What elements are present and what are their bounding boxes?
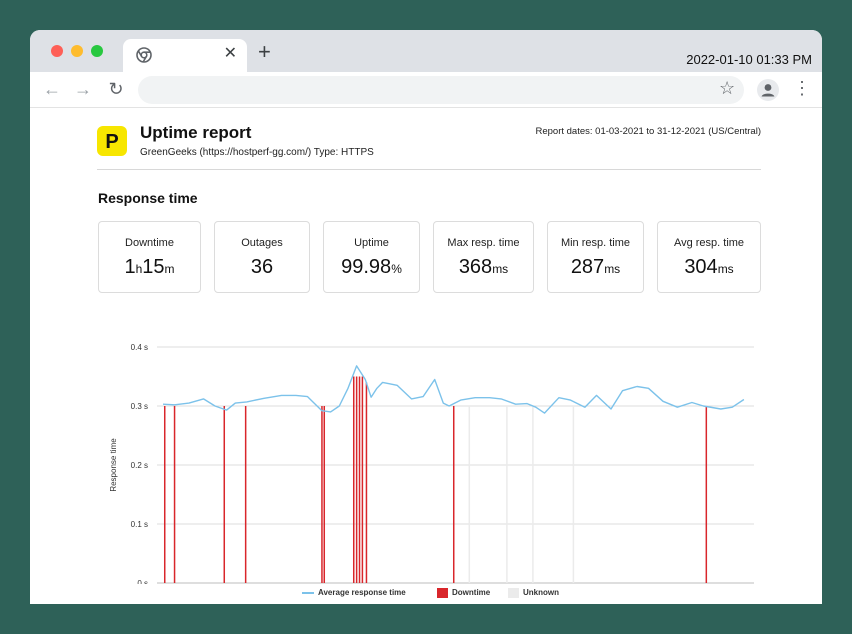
back-arrow-icon[interactable]: ← [43, 79, 61, 99]
brand-logo: P [97, 126, 127, 156]
clock: 2022-01-10 01:33 PM [686, 52, 812, 67]
metric-number: 1 [124, 256, 136, 278]
downtime-bar [321, 406, 323, 583]
metric-label: Avg resp. time [673, 237, 745, 249]
metric-card: Outages 36 [214, 221, 310, 293]
downtime-bar [361, 376, 364, 583]
report-page: P Uptime report GreenGeeks (https://host… [30, 109, 822, 604]
metric-number: 287 [570, 256, 605, 278]
browser-tab[interactable]: ✕ [123, 39, 247, 72]
y-tick-label: 0.4 s [131, 343, 148, 352]
metric-card: Uptime 99.98% [323, 221, 420, 293]
downtime-bar [452, 406, 455, 583]
chrome-icon [136, 47, 152, 63]
brand-logo-mark: P [105, 131, 118, 153]
menu-dots-icon[interactable]: ⋮ [793, 78, 811, 98]
metric-label: Downtime [125, 237, 174, 249]
y-tick-label: 0.1 s [131, 520, 148, 529]
metric-number: 368 [458, 256, 493, 278]
header-divider [97, 169, 761, 170]
downtime-bar [163, 406, 166, 583]
metric-unit: ms [717, 262, 734, 276]
metric-unit: % [391, 262, 402, 276]
metric-value: 36 [215, 256, 309, 279]
new-tab-button[interactable]: + [258, 39, 271, 64]
report-subtitle: GreenGeeks (https://hostperf-gg.com/) Ty… [140, 147, 374, 158]
bookmark-star-icon[interactable]: ☆ [719, 78, 736, 98]
metric-label: Outages [241, 237, 283, 249]
downtime-bar [352, 376, 355, 583]
metric-value: 304ms [658, 256, 760, 279]
maximize-window-button[interactable] [91, 45, 103, 57]
metric-value: 99.98% [324, 256, 419, 279]
close-tab-icon[interactable]: ✕ [223, 45, 237, 62]
tab-bar: ✕ + 2022-01-10 01:33 PM [30, 30, 822, 72]
downtime-bar [358, 376, 361, 583]
browser-toolbar: ← → ↻ ☆ ⋮ [30, 72, 822, 108]
y-axis-label: Response time [109, 438, 118, 492]
metric-value: 287ms [548, 256, 643, 279]
forward-arrow-icon[interactable]: → [74, 79, 92, 99]
metric-unit: ms [604, 262, 621, 276]
logo-letter: P [105, 131, 118, 153]
report-title: Uptime report [140, 123, 252, 142]
unknown-bar [532, 406, 534, 583]
metric-card: Downtime 1h15m [98, 221, 201, 293]
y-tick-label: 0 s [137, 579, 148, 584]
metric-number: 15 [142, 256, 165, 278]
response-time-line [162, 365, 745, 414]
metric-label: Uptime [354, 237, 389, 249]
close-window-button[interactable] [51, 45, 63, 57]
metric-label: Max resp. time [447, 237, 520, 249]
section-title: Response time [98, 190, 198, 206]
downtime-bar [705, 406, 708, 583]
person-icon [761, 84, 775, 97]
profile-avatar-icon[interactable] [757, 79, 779, 101]
y-tick-label: 0.3 s [131, 402, 148, 411]
legend-unknown-swatch [508, 588, 519, 598]
metric-label: Min resp. time [560, 237, 631, 249]
unknown-bar [506, 406, 508, 583]
metric-number: 304 [684, 256, 718, 278]
downtime-bar [173, 406, 176, 583]
metric-unit: h [135, 262, 143, 276]
metric-card: Avg resp. time 304ms [657, 221, 761, 293]
downtime-bar [223, 406, 226, 583]
metric-number: 36 [250, 256, 274, 278]
legend-avg-label: Average response time [318, 588, 406, 597]
browser-window: ✕ + 2022-01-10 01:33 PM ← → ↻ ☆ ⋮ P Upti… [30, 30, 822, 604]
metric-number: 99.98 [341, 256, 392, 278]
address-bar[interactable] [138, 76, 744, 104]
legend-downtime-swatch [437, 588, 448, 598]
report-dates: Report dates: 01-03-2021 to 31-12-2021 (… [535, 126, 762, 137]
minimize-window-button[interactable] [71, 45, 83, 57]
legend-downtime-label: Downtime [452, 588, 491, 597]
metric-card: Min resp. time 287ms [547, 221, 644, 293]
unknown-bar [468, 406, 471, 583]
reload-icon[interactable]: ↻ [108, 79, 124, 99]
metric-card: Max resp. time 368ms [433, 221, 534, 293]
chart-legend: Average response time Downtime Unknown [30, 587, 822, 601]
downtime-bar [355, 376, 358, 583]
metric-unit: ms [492, 262, 509, 276]
metric-value: 368ms [434, 256, 533, 279]
unknown-bar [572, 406, 575, 583]
legend-unknown-label: Unknown [523, 588, 559, 597]
legend-line-swatch [302, 592, 314, 594]
metric-unit: m [164, 262, 175, 276]
downtime-bar [323, 406, 326, 583]
downtime-bar [244, 406, 247, 583]
downtime-bar [365, 382, 368, 583]
metric-value: 1h15m [99, 256, 200, 279]
y-tick-label: 0.2 s [131, 461, 148, 470]
